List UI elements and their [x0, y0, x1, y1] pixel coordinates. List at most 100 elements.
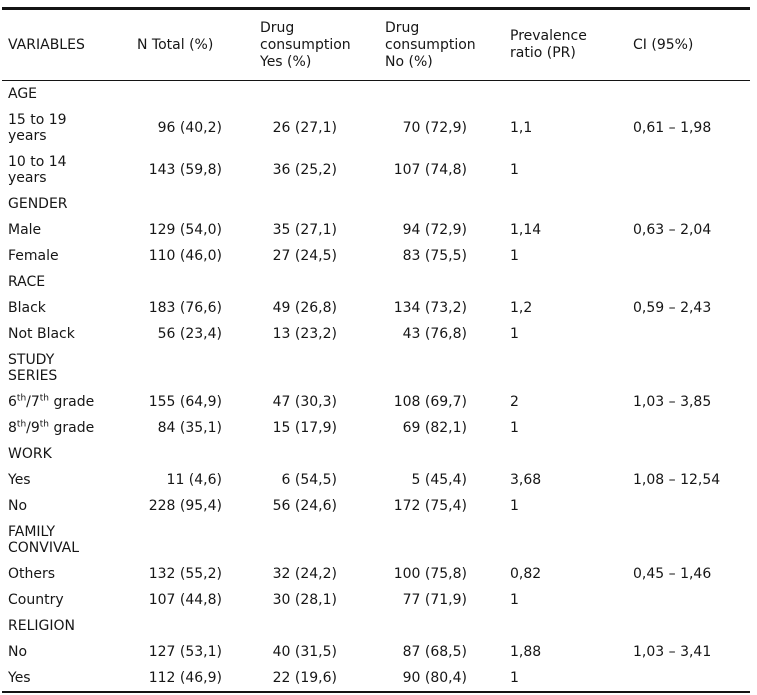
cell-n-total: 228 (95,4)	[148, 498, 222, 514]
cell-n-total: 84 (35,1)	[157, 420, 222, 436]
header-line: CI (95%)	[633, 36, 694, 53]
cell-pr: 0,82	[510, 566, 542, 582]
cell-drug-no: 43 (76,8)	[402, 326, 467, 342]
cell-pr: 1	[510, 162, 519, 178]
section-label: STUDY SERIES	[2, 347, 750, 389]
cell-drug-yes: 56 (24,6)	[272, 498, 337, 514]
data-row: No 127 (53,1) 40 (31,5) 87 (68,5) 1,88 1,03 –…	[2, 639, 750, 665]
section-row: WORK	[2, 441, 750, 467]
row-label: 10 to 14 years	[2, 149, 130, 191]
cell-n-total: 132 (55,2)	[148, 566, 222, 582]
label-part: /7	[26, 394, 40, 410]
row-label: Female	[8, 248, 59, 264]
cell-n-total: 112 (46,9)	[148, 670, 222, 686]
cell-pr: 1	[510, 326, 519, 342]
cell-ci	[625, 243, 750, 269]
data-row: Male 129 (54,0) 35 (27,1) 94 (72,9) 1,14 0,63…	[2, 217, 750, 243]
data-row: Country 107 (44,8) 30 (28,1) 77 (71,9) 1	[2, 587, 750, 613]
row-label: Others	[8, 566, 56, 582]
cell-drug-no: 83 (75,5)	[402, 248, 467, 264]
data-row: 15 to 19 years 96 (40,2) 26 (27,1) 70 (72,9)…	[2, 107, 750, 149]
data-row: No 228 (95,4) 56 (24,6) 172 (75,4) 1	[2, 493, 750, 519]
cell-pr: 1	[510, 248, 519, 264]
section-label: GENDER	[8, 196, 68, 212]
section-label: WORK	[8, 446, 52, 462]
ordinal-suffix: th	[16, 393, 27, 404]
label-line: CONVIVAL	[8, 540, 80, 556]
ordinal-suffix: th	[16, 419, 27, 430]
cell-pr: 1	[510, 592, 519, 608]
cell-drug-no: 172 (75,4)	[393, 498, 467, 514]
section-label: FAMILY CONVIVAL	[2, 519, 750, 561]
cell-ci	[625, 587, 750, 613]
section-row: STUDY SERIES	[2, 347, 750, 389]
cell-ci: 0,61 – 1,98	[633, 120, 712, 136]
cell-pr: 1,2	[510, 300, 533, 316]
header-line: consumption	[260, 36, 351, 53]
cell-drug-yes: 27 (24,5)	[272, 248, 337, 264]
cell-ci	[625, 149, 750, 191]
cell-pr: 1,1	[510, 120, 533, 136]
cell-drug-yes: 47 (30,3)	[272, 394, 337, 410]
col-header-ci-95: CI (95%)	[625, 8, 750, 81]
cell-ci: 1,08 – 12,54	[633, 472, 721, 488]
row-label: 6th/7th grade	[2, 389, 130, 415]
label-line: SERIES	[8, 368, 58, 384]
cell-drug-no: 69 (82,1)	[402, 420, 467, 436]
cell-ci	[625, 321, 750, 347]
data-row: 6th/7th grade 155 (64,9) 47 (30,3) 108 (69,…	[2, 389, 750, 415]
cell-drug-no: 108 (69,7)	[393, 394, 467, 410]
statistics-table-wrapper: VARIABLES N Total (%) Drug consumption Yes (…	[2, 7, 750, 693]
cell-drug-yes: 26 (27,1)	[272, 120, 337, 136]
cell-n-total: 107 (44,8)	[148, 592, 222, 608]
header-line: No (%)	[385, 53, 433, 70]
row-label: Black	[8, 300, 46, 316]
label-line: years	[8, 170, 47, 186]
cell-ci	[625, 415, 750, 441]
cell-pr: 1,88	[510, 644, 542, 660]
col-header-prevalence-ratio: Prevalence ratio (PR)	[492, 8, 625, 81]
cell-ci	[625, 665, 750, 692]
cell-pr: 1,14	[510, 222, 542, 238]
cell-pr: 1	[510, 420, 519, 436]
cell-n-total: 96 (40,2)	[157, 120, 222, 136]
cell-drug-no: 70 (72,9)	[402, 120, 467, 136]
cell-ci: 0,63 – 2,04	[633, 222, 712, 238]
header-line: consumption	[385, 36, 476, 53]
row-label: 8th/9th grade	[2, 415, 130, 441]
cell-drug-yes: 15 (17,9)	[272, 420, 337, 436]
cell-pr: 3,68	[510, 472, 542, 488]
row-label: No	[8, 498, 28, 514]
col-header-n-total: N Total (%)	[130, 8, 240, 81]
section-row: RELIGION	[2, 613, 750, 639]
col-header-drug-consumption-no: Drug consumption No (%)	[360, 8, 492, 81]
label-line: 15 to 19	[8, 112, 67, 128]
cell-pr: 2	[510, 394, 519, 410]
cell-drug-yes: 30 (28,1)	[272, 592, 337, 608]
section-row: AGE	[2, 81, 750, 108]
label-part: /9	[26, 420, 40, 436]
cell-drug-yes: 6 (54,5)	[281, 472, 337, 488]
cell-drug-no: 77 (71,9)	[402, 592, 467, 608]
data-row: Yes 112 (46,9) 22 (19,6) 90 (80,4) 1	[2, 665, 750, 692]
data-row: Yes 11 (4,6) 6 (54,5) 5 (45,4) 3,68 1,08 – 12…	[2, 467, 750, 493]
cell-drug-yes: 22 (19,6)	[272, 670, 337, 686]
cell-drug-yes: 13 (23,2)	[272, 326, 337, 342]
cell-drug-yes: 36 (25,2)	[272, 162, 337, 178]
row-label: Country	[8, 592, 64, 608]
header-line: ratio (PR)	[510, 45, 576, 61]
section-row: FAMILY CONVIVAL	[2, 519, 750, 561]
row-label: Yes	[8, 670, 31, 686]
label-line: years	[8, 128, 47, 144]
header-line: N Total (%)	[137, 36, 214, 53]
row-label: 15 to 19 years	[2, 107, 130, 149]
col-header-drug-consumption-yes: Drug consumption Yes (%)	[240, 8, 360, 81]
data-row: 10 to 14 years 143 (59,8) 36 (25,2) 107 (74,…	[2, 149, 750, 191]
label-part: 6	[8, 394, 17, 410]
cell-drug-yes: 35 (27,1)	[272, 222, 337, 238]
table-body: AGE 15 to 19 years 96 (40,2) 26 (27,1) 70 (72…	[2, 81, 750, 693]
cell-drug-yes: 32 (24,2)	[272, 566, 337, 582]
label-part: grade	[49, 394, 95, 410]
cell-drug-yes: 40 (31,5)	[272, 644, 337, 660]
header-line: Drug	[260, 19, 295, 36]
